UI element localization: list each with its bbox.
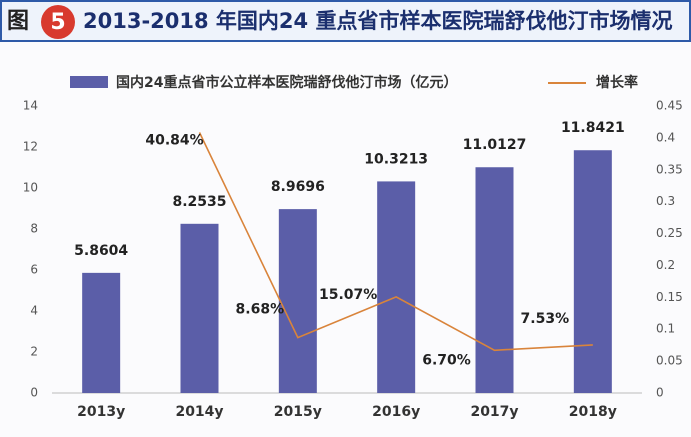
x-tick-label: 2014y [175, 404, 223, 420]
y2-tick-label: 0.35 [656, 162, 683, 176]
x-tick-label: 2013y [77, 404, 125, 420]
value-label: 8.2535 [172, 194, 226, 210]
figure-label: 图 [7, 9, 29, 34]
y-tick-label: 6 [30, 263, 38, 277]
y2-tick-label: 0 [656, 386, 664, 400]
y2-tick-label: 0.15 [656, 290, 683, 304]
bar [278, 209, 317, 393]
value-label: 8.9696 [271, 179, 325, 195]
y-tick-label: 4 [30, 304, 38, 318]
y2-tick-label: 0.25 [656, 226, 683, 240]
x-tick-label: 2017y [470, 404, 518, 420]
figure-number: 5 [50, 10, 65, 35]
bar [82, 272, 121, 393]
y-tick-label: 2 [30, 345, 38, 359]
y-tick-label: 0 [30, 386, 38, 400]
bar [377, 181, 416, 393]
x-tick-label: 2018y [569, 404, 617, 420]
number-badge [41, 5, 75, 39]
title-band [0, 0, 691, 42]
y2-tick-label: 0.3 [656, 194, 675, 208]
value-label: 6.70% [422, 352, 471, 368]
value-label: 40.84% [145, 133, 203, 149]
y-tick-label: 8 [30, 222, 38, 236]
value-label: 11.8421 [561, 120, 625, 136]
value-label: 10.3213 [364, 151, 428, 167]
value-label: 15.07% [319, 287, 377, 303]
legend-label: 国内24重点省市公立样本医院瑞舒伐他汀市场（亿元） [116, 74, 457, 91]
y2-tick-label: 0.05 [656, 354, 683, 368]
legend-label: 增长率 [596, 74, 638, 91]
legend-swatch [70, 76, 108, 88]
y2-tick-label: 0.4 [656, 130, 675, 144]
chart-title: 2013-2018 年国内24 重点省市样本医院瑞舒伐他汀市场情况 [83, 9, 672, 33]
y2-tick-label: 0.2 [656, 258, 675, 272]
bar [475, 167, 514, 393]
value-label: 11.0127 [463, 137, 527, 153]
value-label: 5.8604 [74, 243, 128, 259]
y2-tick-label: 0.45 [656, 99, 683, 113]
growth-line [198, 132, 593, 352]
value-label: 7.53% [521, 311, 570, 327]
y2-tick-label: 0.1 [656, 322, 675, 336]
y-tick-label: 10 [23, 181, 38, 195]
bar [573, 150, 612, 393]
value-label: 8.68% [236, 302, 285, 318]
y-tick-label: 12 [23, 140, 38, 154]
bar [180, 223, 219, 393]
y-tick-label: 14 [23, 99, 38, 113]
x-tick-label: 2015y [274, 404, 322, 420]
x-tick-label: 2016y [372, 404, 420, 420]
